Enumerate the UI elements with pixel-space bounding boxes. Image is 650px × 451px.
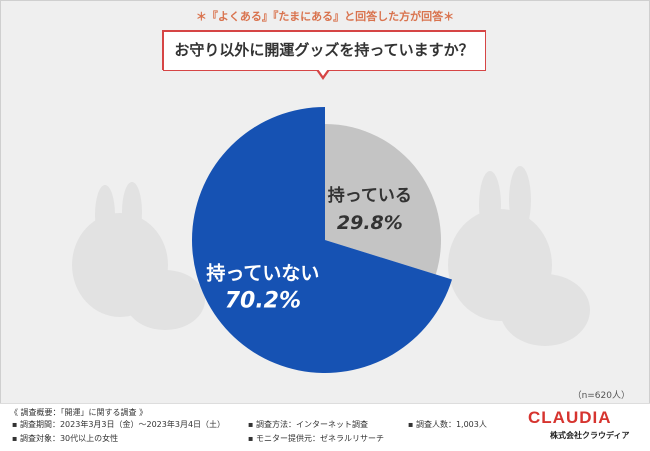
survey-period: ▪ 調査期間：2023年3月3日（金）～2023年3月4日（土）	[12, 420, 226, 429]
respondent-note: ＊『よくある』『たまにある』と回答した方が回答＊	[195, 10, 455, 23]
slice-value-0: 29.8%	[337, 212, 403, 234]
company-name: 株式会社クラウディア	[550, 431, 630, 440]
sample-size-label: （n=620人）	[572, 391, 630, 401]
question-box-tail-inner	[318, 69, 328, 76]
question-text: お守り以外に開運グッズを持っていますか？	[174, 41, 474, 59]
rabbit-silhouette-right	[448, 166, 590, 346]
survey-title: 《 調査概要：「開運」に関する調査 》	[10, 408, 148, 417]
survey-target: ▪ 調査対象：30代以上の女性	[12, 434, 119, 443]
survey-method: ▪ 調査方法：インターネット調査	[248, 420, 368, 429]
slice-value-1: 70.2%	[225, 289, 301, 314]
claudia-logo: CLAUDIA	[528, 408, 612, 427]
survey-count: ▪ 調査人数：1,003人	[408, 420, 487, 429]
slice-label-0: 持っている	[328, 185, 412, 206]
rabbit-silhouette-left	[72, 182, 205, 330]
pie-slice-0	[325, 124, 441, 275]
survey-provider: ▪ モニター提供元：ゼネラルリサーチ	[248, 434, 384, 443]
question-box: お守り以外に開運グッズを持っていますか？	[162, 30, 486, 71]
survey-footer: 《 調査概要：「開運」に関する調査 》 ▪ 調査期間：2023年3月3日（金）～…	[0, 403, 650, 451]
pie-slice-1	[191, 107, 452, 374]
slice-label-1: 持っていない	[206, 262, 319, 285]
pie-chart: 持っている 29.8% 持っていない 70.2%	[72, 107, 590, 374]
